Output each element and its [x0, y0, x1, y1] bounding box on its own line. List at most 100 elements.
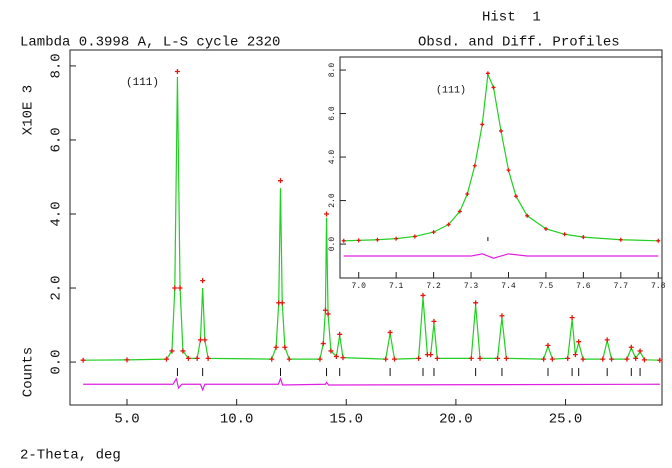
- observed-point: [172, 285, 178, 291]
- observed-point: [269, 356, 275, 362]
- observed-point: [341, 238, 346, 243]
- observed-point: [431, 318, 437, 324]
- x-tick-label: 5.0: [114, 412, 139, 428]
- x-axis-label: 2-Theta, deg: [20, 448, 121, 464]
- observed-point: [609, 356, 615, 362]
- observed-point: [503, 355, 509, 361]
- y-tick-label: 0.0: [49, 349, 65, 374]
- observed-point: [420, 292, 426, 298]
- observed-point: [169, 348, 175, 354]
- y-tick-label: 2.0: [49, 275, 65, 300]
- observed-point: [340, 355, 346, 361]
- observed-point: [473, 300, 479, 306]
- chart-title: Obsd. and Diff. Profiles: [418, 35, 620, 51]
- observed-point: [580, 356, 586, 362]
- observed-point: [428, 352, 434, 358]
- observed-point: [317, 356, 323, 362]
- y-tick-label: 4.0: [49, 201, 65, 226]
- observed-point: [394, 236, 399, 241]
- observed-point: [194, 355, 200, 361]
- observed-point: [657, 357, 663, 363]
- observed-point: [506, 168, 511, 173]
- observed-point: [431, 230, 436, 235]
- observed-point: [446, 222, 451, 227]
- observed-point: [328, 348, 334, 354]
- observed-point: [273, 344, 279, 350]
- y-tick-label: 6.0: [49, 127, 65, 152]
- observed-point: [485, 71, 490, 76]
- observed-point: [513, 194, 518, 199]
- observed-point: [277, 178, 283, 184]
- observed-point: [205, 355, 211, 361]
- observed-point: [457, 209, 462, 214]
- observed-point: [286, 356, 292, 362]
- main-plot: 5.0 10.0 15.0 20.0 25.0 0.0 2.0 4.0 6.0 8.0: [49, 49, 663, 428]
- x-tick-label: 7.3: [464, 282, 479, 291]
- observed-point: [545, 342, 551, 348]
- observed-point: [320, 341, 326, 347]
- y-tick-label: 8.0: [49, 53, 65, 78]
- y-scale-label: X10E 3: [21, 85, 37, 135]
- plot-frame: [339, 56, 663, 279]
- x-tick-label: 7.5: [539, 282, 554, 291]
- profile-line: [343, 72, 659, 242]
- observed-point: [499, 128, 503, 133]
- inset-background: [340, 57, 662, 278]
- observed-point: [641, 357, 647, 363]
- observed-point: [549, 356, 555, 362]
- observed-point: [383, 356, 389, 362]
- x-tick-label: 15.0: [329, 412, 363, 428]
- observed-point: [604, 337, 610, 343]
- observed-point: [387, 329, 393, 335]
- observed-point: [185, 355, 191, 361]
- observed-point: [477, 355, 483, 361]
- observed-point: [434, 355, 440, 361]
- observed-point: [480, 122, 485, 127]
- observed-point: [543, 226, 548, 231]
- histogram-label: Hist 1: [482, 10, 541, 26]
- x-tick-label: 20.0: [439, 412, 473, 428]
- inset-plot: 7.0 7.1 7.2 7.3 7.4 7.5 7.6 7.7 7.8 0.0 2.0 4.0 6.0 8…: [328, 56, 666, 291]
- observed-point: [618, 237, 623, 242]
- observed-point: [124, 357, 130, 363]
- y-axis-label: Counts: [21, 347, 37, 397]
- observed-point: [576, 339, 582, 345]
- observed-point: [472, 163, 477, 168]
- x-tick-label: 7.2: [426, 282, 441, 291]
- profile-line: [343, 253, 659, 259]
- subtitle: Lambda 0.3998 A, L-S cycle 2320: [20, 35, 280, 51]
- x-tick-label: 10.0: [220, 412, 254, 428]
- x-tick-label: 7.8: [651, 282, 666, 291]
- observed-point: [565, 355, 571, 361]
- observed-point: [392, 356, 398, 362]
- x-tick-label: 7.7: [614, 282, 629, 291]
- observed-point: [325, 311, 331, 317]
- observed-point: [624, 356, 630, 362]
- observed-point: [337, 331, 343, 337]
- y-tick-label: 8.0: [328, 63, 337, 78]
- observed-point: [197, 337, 203, 343]
- y-tick-label: 2.0: [328, 193, 337, 208]
- observed-point: [412, 234, 417, 239]
- observed-point: [322, 307, 328, 313]
- observed-point: [600, 356, 606, 362]
- observed-point: [633, 355, 639, 361]
- observed-point: [200, 278, 206, 284]
- annotation: (111): [436, 85, 466, 97]
- observed-point: [174, 68, 180, 74]
- observed-point: [279, 300, 285, 306]
- observed-point: [572, 352, 578, 358]
- observed-point: [80, 357, 86, 363]
- observed-point: [333, 354, 339, 360]
- observed-point: [416, 355, 422, 361]
- observed-point: [324, 211, 330, 217]
- observed-point: [581, 235, 586, 240]
- observed-point: [491, 85, 496, 90]
- x-tick-label: 7.1: [389, 282, 404, 291]
- observed-point: [525, 213, 530, 218]
- observed-point: [569, 315, 575, 321]
- observed-point: [282, 344, 288, 350]
- profile-line: [83, 376, 660, 392]
- x-tick-label: 25.0: [549, 412, 583, 428]
